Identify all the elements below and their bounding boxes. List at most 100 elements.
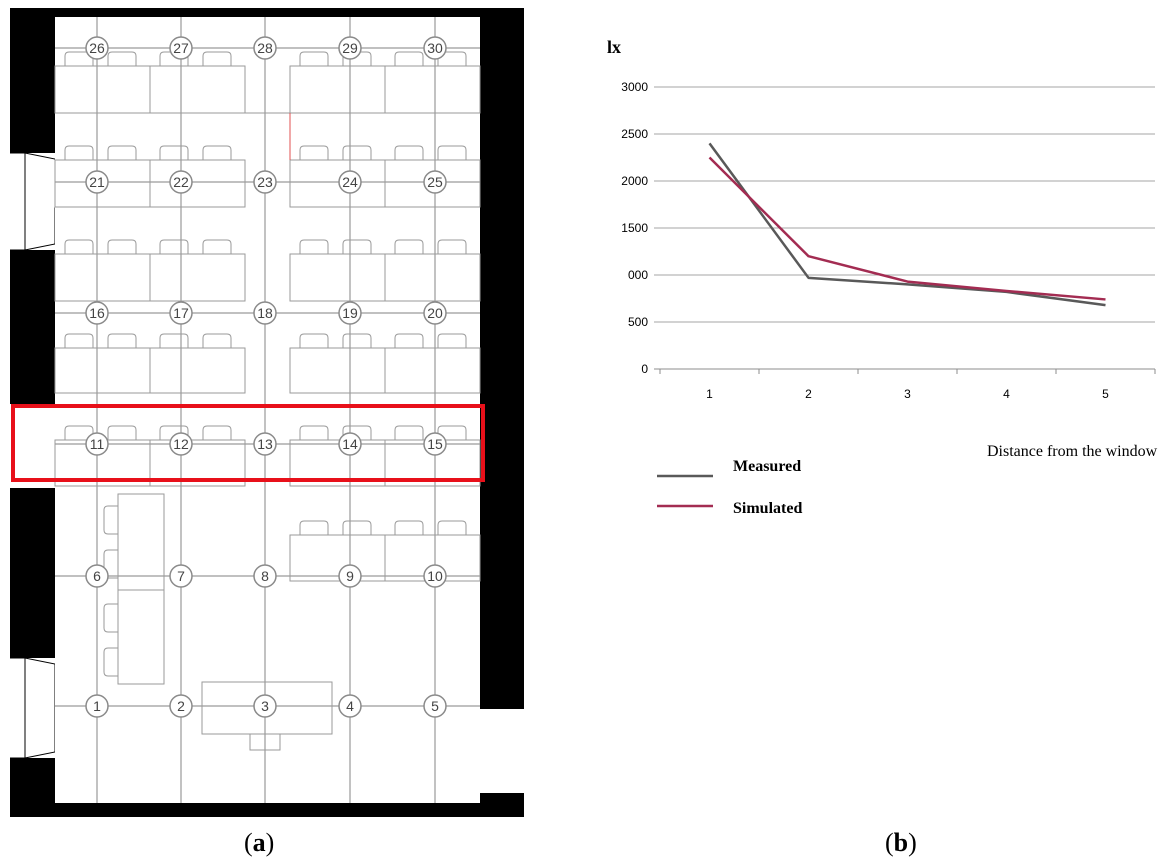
measurement-point-label: 9 — [346, 568, 354, 584]
measurement-point: 13 — [253, 432, 277, 456]
measurement-point: 23 — [253, 170, 277, 194]
chair — [299, 51, 329, 66]
chair — [103, 603, 118, 633]
measurement-grid — [55, 17, 480, 803]
measurement-point-label: 21 — [89, 174, 105, 190]
desk — [384, 253, 481, 302]
chair — [342, 239, 372, 254]
y-tick-label: 3000 — [621, 80, 648, 94]
x-tick-label: 3 — [904, 387, 911, 401]
measurement-point-label: 19 — [342, 305, 358, 321]
legend-label-measured: Measured — [733, 458, 801, 475]
measurement-point: 16 — [85, 301, 109, 325]
measurement-point-label: 5 — [431, 698, 439, 714]
window-2 — [10, 404, 55, 488]
chair — [299, 239, 329, 254]
chair — [299, 145, 329, 160]
series-line-simulated — [708, 156, 1106, 301]
chair — [342, 333, 372, 348]
wall-right-lower — [480, 793, 524, 817]
measurement-point-label: 17 — [173, 305, 189, 321]
x-tick-label: 5 — [1102, 387, 1109, 401]
measurement-point: 8 — [253, 564, 277, 588]
chair — [342, 145, 372, 160]
panel-a-label: (a) — [244, 828, 275, 857]
measurement-point: 10 — [423, 564, 447, 588]
measurement-point-label: 16 — [89, 305, 105, 321]
measurement-point: 26 — [85, 36, 109, 60]
measurement-point-label: 12 — [173, 436, 189, 452]
chair — [342, 425, 372, 440]
chair — [107, 239, 137, 254]
series-lines — [708, 142, 1106, 307]
grid-lines — [654, 86, 1156, 374]
chair — [107, 333, 137, 348]
measurement-point-label: 6 — [93, 568, 101, 584]
measurement-point: 29 — [338, 36, 362, 60]
measurement-point-label: 15 — [427, 436, 443, 452]
measurement-point: 3 — [253, 694, 277, 718]
measurement-point-label: 7 — [177, 568, 185, 584]
chair — [394, 425, 424, 440]
chair — [107, 145, 137, 160]
measurement-point-label: 22 — [173, 174, 189, 190]
measurement-point-label: 14 — [342, 436, 358, 452]
chair — [202, 145, 232, 160]
measurement-point-label: 30 — [427, 40, 443, 56]
measurement-point: 22 — [169, 170, 193, 194]
measurement-point-label: 10 — [427, 568, 443, 584]
chair — [394, 145, 424, 160]
desk — [149, 439, 246, 487]
measurement-point: 4 — [338, 694, 362, 718]
chair — [299, 333, 329, 348]
measurement-point: 6 — [85, 564, 109, 588]
desk — [117, 589, 165, 685]
window-1 — [10, 152, 56, 251]
chair — [64, 425, 94, 440]
measurement-point-label: 4 — [346, 698, 354, 714]
measurement-point-label: 18 — [257, 305, 273, 321]
measurement-point-label: 25 — [427, 174, 443, 190]
measurement-point: 9 — [338, 564, 362, 588]
series-line-measured — [708, 142, 1106, 307]
measurement-point-label: 8 — [261, 568, 269, 584]
x-tick-label: 2 — [805, 387, 812, 401]
measurement-point: 7 — [169, 564, 193, 588]
chair — [437, 145, 467, 160]
y-axis-label: lx — [607, 37, 621, 57]
legend: Measured Simulated — [657, 458, 802, 517]
y-tick-label: 0 — [641, 362, 648, 376]
measurement-point-label: 2 — [177, 698, 185, 714]
measurement-point-label: 27 — [173, 40, 189, 56]
chair — [103, 647, 118, 677]
chair — [394, 239, 424, 254]
measurement-point-label: 24 — [342, 174, 358, 190]
measurement-point-label: 29 — [342, 40, 358, 56]
measurement-point: 14 — [338, 432, 362, 456]
illuminance-chart: lx 0 500 000 1500 2000 2500 3000 1 2 3 4 5 Distanc… — [607, 37, 1159, 517]
chair — [342, 520, 372, 535]
desk — [149, 253, 246, 302]
y-tick-label: 2000 — [621, 174, 648, 188]
chair — [107, 425, 137, 440]
chair — [159, 145, 189, 160]
measurement-point: 17 — [169, 301, 193, 325]
chair — [394, 51, 424, 66]
desk — [384, 347, 481, 394]
measurement-point: 20 — [423, 301, 447, 325]
panel-b-label: (b) — [885, 828, 917, 857]
measurement-point-label: 20 — [427, 305, 443, 321]
x-tick-labels: 1 2 3 4 5 — [706, 387, 1109, 401]
measurement-point: 24 — [338, 170, 362, 194]
window-3 — [10, 657, 56, 759]
measurement-point: 28 — [253, 36, 277, 60]
measurement-point: 25 — [423, 170, 447, 194]
door-opening — [480, 709, 524, 793]
chair — [103, 505, 118, 535]
chair — [299, 425, 329, 440]
y-tick-label: 2500 — [621, 127, 648, 141]
measurement-point: 27 — [169, 36, 193, 60]
floor-area — [55, 17, 480, 803]
